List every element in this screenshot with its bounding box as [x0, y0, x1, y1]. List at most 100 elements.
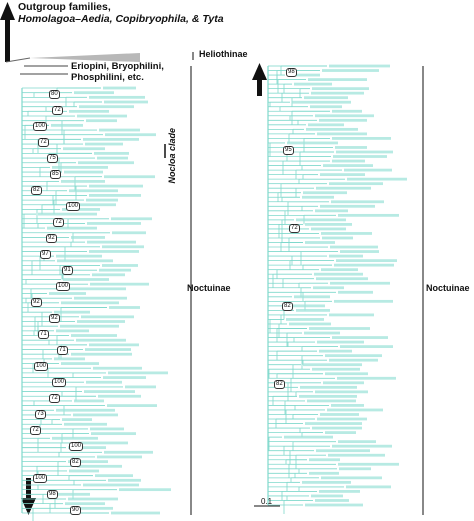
support-value: 85 — [50, 170, 61, 179]
tip-taxon-name — [317, 340, 364, 344]
tip-taxon-name — [90, 427, 124, 431]
tip-taxon-name — [61, 362, 99, 365]
tip-taxon-name — [69, 189, 118, 193]
tip-taxon-name — [77, 320, 125, 323]
outgroup-stem — [5, 57, 31, 63]
tip-taxon-name — [94, 151, 129, 155]
eriopini-label-line2: Phosphilini, etc. — [71, 72, 144, 83]
tip-taxon-name — [336, 150, 393, 154]
tip-taxon-name — [332, 137, 391, 140]
tip-taxon-name — [78, 203, 116, 207]
eriopini-label: Eriopini, Bryophilini, Phosphilini, etc. — [71, 61, 164, 83]
support-value: 80 — [49, 90, 60, 99]
tip-taxon-name — [83, 483, 139, 487]
support-value: 100 — [52, 378, 67, 387]
tip-taxon-name — [309, 471, 339, 475]
support-value: 98 — [286, 68, 297, 77]
support-value: 100 — [66, 202, 81, 211]
tip-taxon-name — [286, 304, 325, 308]
tip-taxon-name — [76, 338, 126, 342]
tip-taxon-name — [77, 464, 122, 468]
tip-taxon-name — [331, 200, 384, 204]
support-value: 72 — [49, 394, 60, 403]
tip-taxon-name — [329, 182, 383, 186]
tip-taxon-name — [56, 254, 102, 258]
tip-taxon-name — [74, 91, 114, 95]
tip-taxon-name — [69, 469, 99, 473]
tip-taxon-name — [112, 231, 146, 235]
tip-taxon-name — [315, 499, 349, 502]
tip-taxon-name — [316, 449, 370, 453]
tip-taxon-name — [321, 476, 382, 480]
tip-taxon-name — [311, 494, 343, 498]
tip-taxon-name — [315, 114, 374, 118]
tip-taxon-name — [57, 259, 113, 263]
tip-taxon-name — [332, 109, 362, 113]
tip-taxon-name — [52, 436, 98, 440]
tip-taxon-name — [319, 349, 352, 353]
tip-taxon-name — [99, 268, 131, 272]
tip-taxon-name — [333, 155, 387, 158]
tip-taxon-name — [63, 147, 105, 151]
support-value: 100 — [33, 122, 48, 131]
support-value: 82 — [70, 458, 81, 467]
tip-taxon-name — [309, 458, 340, 462]
tip-taxon-name — [108, 478, 141, 482]
tip-taxon-name — [107, 404, 157, 407]
tip-taxon-name — [338, 290, 373, 294]
tip-taxon-name — [303, 191, 347, 195]
support-value: 98 — [47, 490, 58, 499]
tip-taxon-name — [99, 128, 140, 132]
tip-taxon-name — [62, 418, 92, 421]
support-value: 73 — [35, 410, 46, 419]
tip-taxon-name — [328, 453, 385, 457]
tip-taxon-name — [109, 306, 140, 309]
tip-taxon-name — [69, 109, 109, 113]
tip-taxon-name — [319, 118, 367, 122]
nocloa-clade-label: Nocloa clade — [167, 128, 177, 184]
tip-taxon-name — [60, 324, 119, 328]
support-value: 91 — [62, 266, 73, 275]
tip-taxon-name — [340, 345, 393, 348]
tip-taxon-name — [104, 100, 148, 104]
tip-taxon-name — [92, 273, 125, 277]
tip-taxon-name — [97, 455, 142, 459]
tip-taxon-name — [65, 502, 105, 506]
tip-taxon-name — [287, 73, 320, 77]
tip-taxon-name — [71, 334, 117, 337]
tip-taxon-name — [332, 159, 365, 163]
tip-taxon-name — [317, 417, 367, 421]
tip-taxon-name — [329, 254, 363, 258]
tip-taxon-name — [68, 497, 118, 501]
tip-taxon-name — [311, 227, 346, 231]
tip-taxon-name — [84, 390, 135, 393]
tip-taxon-name — [90, 282, 149, 286]
tip-taxon-name — [320, 204, 375, 208]
tip-taxon-name — [74, 399, 104, 403]
outgroup-label: Outgroup families, Homolagoa–Aedia, Copi… — [18, 1, 224, 25]
support-value: 72 — [30, 426, 41, 435]
support-value: 72 — [52, 106, 63, 115]
tip-taxon-name — [95, 474, 133, 478]
support-value: 71 — [38, 330, 49, 339]
support-value: 82 — [274, 380, 285, 389]
tip-taxon-name — [305, 241, 335, 244]
tip-taxon-name — [325, 431, 356, 434]
tip-taxon-name — [98, 394, 141, 398]
tip-taxon-name — [296, 308, 330, 312]
tip-taxon-name — [76, 506, 113, 510]
support-value: 72 — [53, 218, 64, 227]
tip-taxon-name — [61, 301, 119, 305]
tip-taxon-name — [303, 363, 362, 367]
tip-taxon-name — [91, 432, 136, 436]
tip-taxon-name — [323, 164, 373, 167]
support-value: 100 — [69, 442, 84, 451]
tip-taxon-name — [312, 87, 369, 91]
tree-left — [21, 86, 171, 521]
tip-taxon-name — [316, 277, 368, 281]
tip-taxon-name — [292, 100, 351, 104]
tip-taxon-name — [89, 194, 141, 197]
tip-taxon-name — [325, 354, 382, 358]
tree-right — [267, 64, 407, 515]
tip-taxon-name — [307, 399, 356, 403]
